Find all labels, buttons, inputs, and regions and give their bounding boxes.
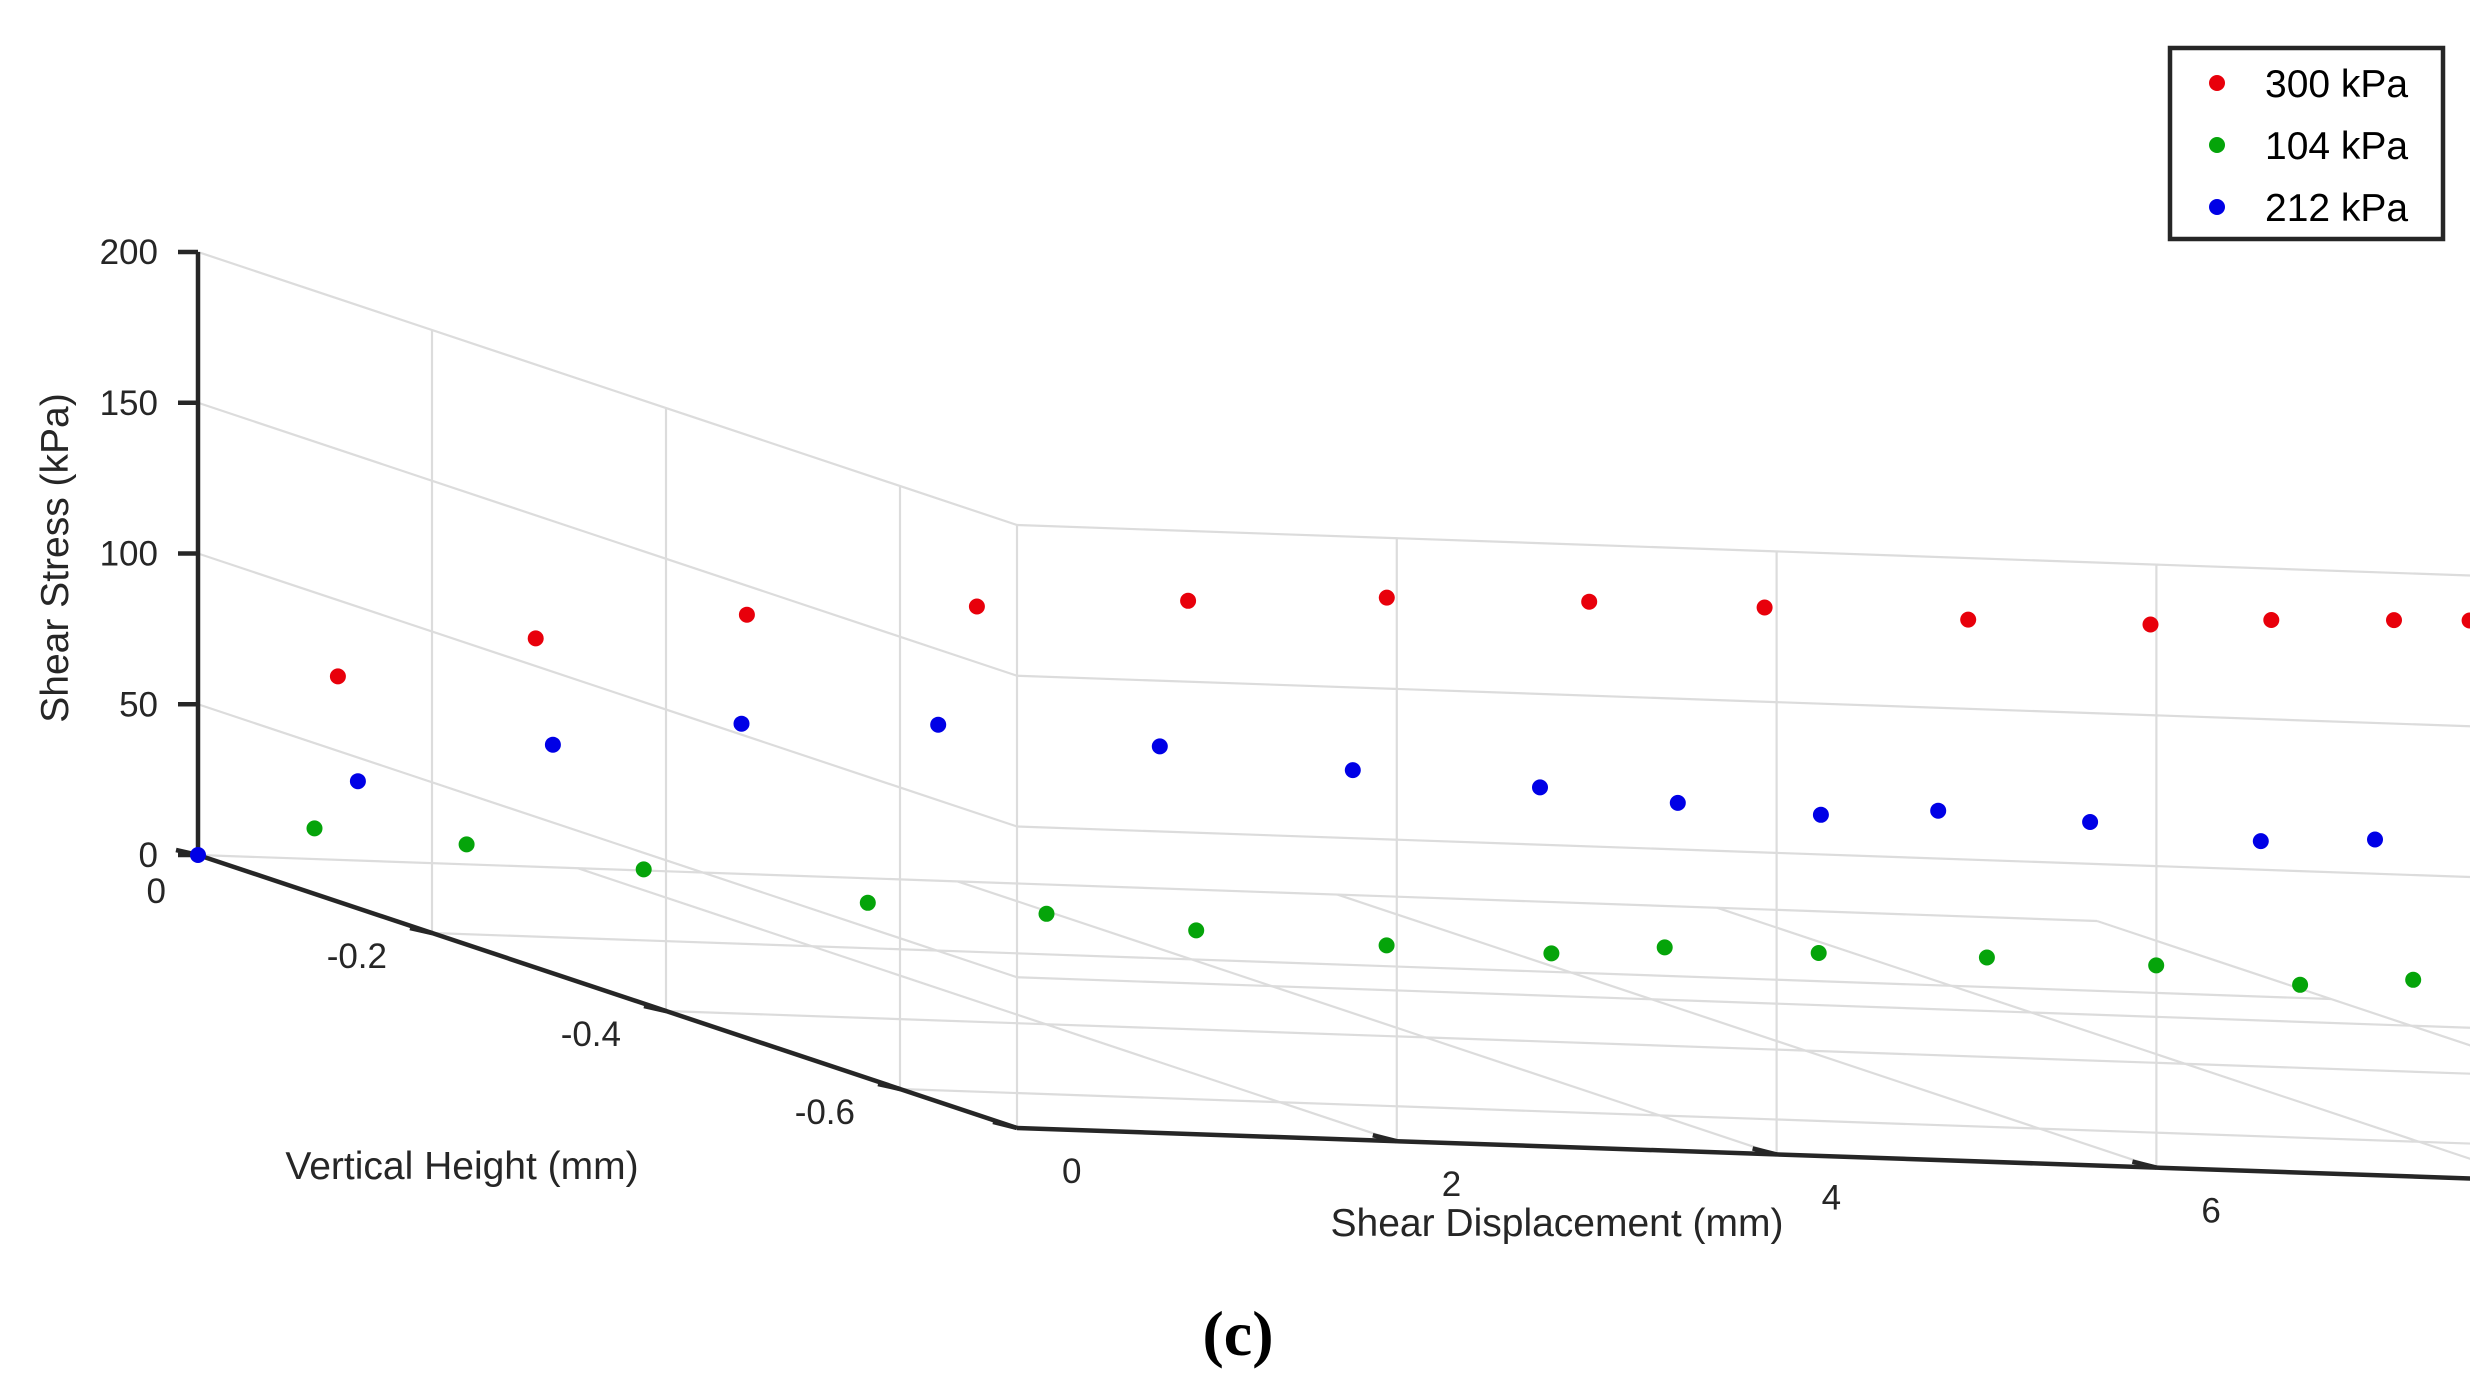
series-212-kpa bbox=[190, 715, 2383, 863]
data-point-212-kpa bbox=[1812, 806, 1829, 823]
data-point-104-kpa bbox=[1188, 922, 1205, 939]
data-point-104-kpa bbox=[2405, 971, 2422, 988]
back-wall-grid-line bbox=[1016, 825, 2470, 879]
data-points bbox=[190, 589, 2470, 993]
data-point-212-kpa bbox=[930, 716, 947, 733]
data-point-104-kpa bbox=[1810, 945, 1827, 961]
z-tick-label: 150 bbox=[100, 384, 158, 423]
floor-grid-line bbox=[577, 867, 1398, 1143]
data-point-212-kpa bbox=[1930, 802, 1947, 819]
legend: 300 kPa 104 kPa 212 kPa bbox=[2167, 45, 2446, 242]
data-point-300-kpa bbox=[2263, 612, 2280, 628]
data-point-212-kpa bbox=[2367, 831, 2383, 848]
data-point-212-kpa bbox=[190, 847, 206, 863]
data-point-104-kpa bbox=[1038, 905, 1055, 922]
legend-label-104-kpa: 104 kPa bbox=[2265, 125, 2408, 168]
data-point-300-kpa bbox=[1960, 611, 1977, 628]
floor-grid-line bbox=[665, 1009, 2470, 1075]
data-point-300-kpa bbox=[738, 606, 755, 623]
legend-marker-212-kpa bbox=[2209, 199, 2225, 215]
data-point-104-kpa bbox=[635, 861, 652, 878]
x-axis-title: Shear Displacement (mm) bbox=[1331, 1202, 1784, 1245]
floor-grid-line bbox=[431, 931, 2332, 1001]
data-point-212-kpa bbox=[2082, 814, 2099, 830]
data-point-104-kpa bbox=[1978, 949, 1995, 966]
data-point-104-kpa bbox=[1378, 937, 1395, 954]
back-wall-grid-line bbox=[1016, 1126, 2470, 1180]
legend-marker-104-kpa bbox=[2209, 137, 2225, 153]
data-point-300-kpa bbox=[1756, 599, 1773, 616]
data-point-104-kpa bbox=[306, 820, 323, 837]
data-point-212-kpa bbox=[733, 715, 750, 732]
data-point-212-kpa bbox=[1669, 794, 1686, 811]
x-tick-label: 6 bbox=[2201, 1192, 2220, 1231]
back-wall-grid-line bbox=[1016, 523, 2470, 577]
data-point-104-kpa bbox=[458, 836, 475, 853]
data-point-212-kpa bbox=[1532, 779, 1548, 796]
data-point-212-kpa bbox=[349, 773, 366, 790]
y-tick-label: 0 bbox=[147, 872, 166, 911]
data-point-212-kpa bbox=[544, 736, 561, 753]
data-point-300-kpa bbox=[527, 630, 544, 647]
legend-label-212-kpa: 212 kPa bbox=[2265, 187, 2408, 230]
z-tick-label: 100 bbox=[100, 535, 158, 574]
data-point-300-kpa bbox=[1180, 592, 1197, 609]
side-wall-grid-line bbox=[197, 552, 1018, 828]
z-tick-label: 0 bbox=[139, 836, 158, 875]
x-tick-mark bbox=[992, 1119, 1018, 1131]
z-axis-title: Shear Stress (kPa) bbox=[34, 393, 77, 722]
floor-grid-line bbox=[899, 1087, 2470, 1145]
back-wall-grid-line bbox=[1016, 674, 2470, 728]
data-point-212-kpa bbox=[1151, 738, 1168, 755]
grid-lines bbox=[196, 250, 2470, 1180]
legend-marker-300-kpa bbox=[2209, 75, 2225, 91]
y-tick-mark bbox=[643, 1003, 667, 1014]
z-tick-label: 200 bbox=[100, 233, 158, 272]
data-point-300-kpa bbox=[1581, 593, 1598, 610]
y-tick-label: -0.6 bbox=[795, 1093, 855, 1132]
floor-grid-line bbox=[1716, 906, 2470, 1160]
back-wall-grid-line bbox=[1016, 976, 2470, 1029]
x-tick-label: 2 bbox=[1442, 1165, 1461, 1204]
x-tick-mark bbox=[1752, 1146, 1778, 1157]
y-tick-label: -0.4 bbox=[561, 1015, 621, 1054]
data-point-300-kpa bbox=[2142, 616, 2159, 633]
side-wall-grid-line bbox=[197, 401, 1018, 677]
legend-label-300-kpa: 300 kPa bbox=[2265, 63, 2408, 106]
floor-grid-line bbox=[1337, 893, 2157, 1169]
x-tick-mark bbox=[1372, 1133, 1398, 1144]
data-point-300-kpa bbox=[2461, 612, 2470, 629]
data-point-300-kpa bbox=[968, 598, 985, 615]
y-axis-title: Vertical Height (mm) bbox=[285, 1145, 638, 1188]
side-wall-grid-line bbox=[197, 703, 1018, 979]
x-tick-label: 4 bbox=[1822, 1178, 1841, 1217]
side-wall-grid-line bbox=[197, 250, 1018, 527]
data-point-300-kpa bbox=[1378, 589, 1395, 606]
y-tick-mark bbox=[409, 925, 433, 936]
data-point-104-kpa bbox=[859, 894, 876, 911]
data-point-104-kpa bbox=[2148, 957, 2165, 974]
floor-grid-line bbox=[2096, 919, 2470, 1047]
data-point-104-kpa bbox=[1656, 939, 1673, 956]
x-tick-mark bbox=[2131, 1159, 2157, 1170]
y-tick-label: -0.2 bbox=[327, 937, 387, 976]
data-point-212-kpa bbox=[2252, 833, 2269, 850]
data-point-212-kpa bbox=[1344, 762, 1361, 779]
x-tick-label: 0 bbox=[1062, 1152, 1081, 1191]
figure-caption: (c) bbox=[1202, 1298, 1273, 1369]
x-axis-line bbox=[1016, 1125, 2470, 1181]
data-point-300-kpa bbox=[329, 668, 346, 685]
floor-grid-line bbox=[957, 880, 1777, 1156]
series-104-kpa bbox=[306, 820, 2422, 993]
data-point-300-kpa bbox=[2386, 612, 2402, 629]
y-tick-mark bbox=[877, 1081, 901, 1092]
floor-grid-line bbox=[197, 853, 2098, 923]
data-point-104-kpa bbox=[1543, 945, 1560, 962]
data-point-104-kpa bbox=[2292, 976, 2309, 993]
series-300-kpa bbox=[329, 589, 2470, 685]
z-tick-label: 50 bbox=[119, 685, 158, 724]
